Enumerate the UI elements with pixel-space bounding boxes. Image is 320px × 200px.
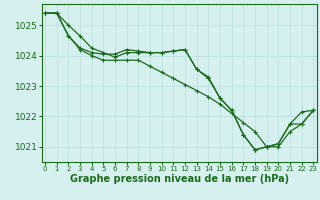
- X-axis label: Graphe pression niveau de la mer (hPa): Graphe pression niveau de la mer (hPa): [70, 174, 289, 184]
